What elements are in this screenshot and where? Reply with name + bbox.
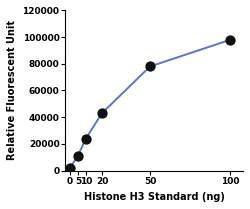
Point [100,112,104,115]
X-axis label: Histone H3 Standard (ng): Histone H3 Standard (ng) [84,192,224,202]
Point [76,154,80,158]
Point [68,166,72,169]
Point [228,38,232,41]
Point [148,65,152,68]
Point [84,137,88,140]
Y-axis label: Relative Fluorescent Unit: Relative Fluorescent Unit [7,20,17,161]
